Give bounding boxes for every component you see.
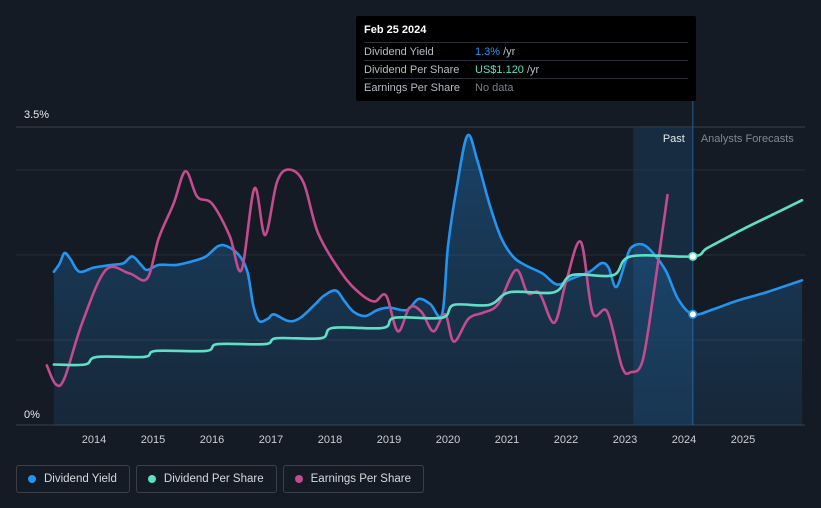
tooltip-unit: /yr bbox=[503, 45, 516, 58]
data-tooltip: Feb 25 2024 Dividend Yield 1.3%/yr Divid… bbox=[356, 16, 696, 101]
series-layer bbox=[45, 133, 804, 426]
legend-label: Earnings Per Share bbox=[310, 473, 411, 485]
legend-label: Dividend Yield bbox=[44, 473, 117, 485]
legend-item-dividend-yield[interactable]: Dividend Yield bbox=[16, 465, 130, 493]
forecast-region-label: Analysts Forecasts bbox=[701, 133, 794, 145]
chart-legend: Dividend Yield Dividend Per Share Earnin… bbox=[16, 465, 424, 493]
tooltip-row-dividend-per-share: Dividend Per Share US$1.120/yr bbox=[364, 60, 688, 78]
x-tick-label: 2020 bbox=[436, 434, 460, 446]
tooltip-unit: /yr bbox=[526, 63, 540, 76]
today-marker-dividend-per-share bbox=[688, 251, 698, 262]
x-tick-label: 2021 bbox=[495, 434, 519, 446]
x-tick-label: 2015 bbox=[141, 434, 165, 446]
y-tick-label-top: 3.5% bbox=[24, 109, 49, 121]
tooltip-row-dividend-yield: Dividend Yield 1.3%/yr bbox=[364, 42, 688, 60]
x-tick-label: 2019 bbox=[377, 434, 401, 446]
legend-item-earnings-per-share[interactable]: Earnings Per Share bbox=[282, 465, 424, 493]
past-region-label: Past bbox=[663, 133, 685, 145]
x-tick-label: 2024 bbox=[672, 434, 696, 446]
tooltip-row-earnings-per-share: Earnings Per Share No data bbox=[364, 78, 688, 96]
dividend-per-share-dot-icon bbox=[147, 475, 156, 483]
tooltip-label: Dividend Yield bbox=[364, 45, 434, 58]
tooltip-label: Earnings Per Share bbox=[364, 81, 460, 94]
tooltip-value: No data bbox=[475, 81, 514, 94]
tooltip-label: Dividend Per Share bbox=[364, 63, 460, 76]
x-tick-label: 2022 bbox=[554, 434, 578, 446]
tooltip-value: 1.3% bbox=[475, 45, 501, 58]
x-tick-label: 2014 bbox=[82, 434, 106, 446]
x-tick-label: 2016 bbox=[200, 434, 224, 446]
earnings-per-share-dot-icon bbox=[294, 475, 303, 483]
y-tick-label-bottom: 0% bbox=[24, 409, 40, 421]
x-axis-ticks: 2014 2015 2016 2017 2018 2019 2020 2021 2022 2023… bbox=[82, 434, 755, 446]
x-tick-label: 2018 bbox=[318, 434, 342, 446]
x-tick-label: 2017 bbox=[259, 434, 283, 446]
tooltip-date: Feb 25 2024 bbox=[364, 24, 427, 36]
legend-label: Dividend Per Share bbox=[163, 473, 264, 485]
x-tick-label: 2025 bbox=[731, 434, 755, 446]
x-tick-label: 2023 bbox=[613, 434, 637, 446]
today-marker-dividend-yield bbox=[688, 309, 698, 319]
dividend-yield-dot-icon bbox=[28, 475, 36, 483]
tooltip-value: US$1.120 bbox=[475, 63, 524, 76]
legend-item-dividend-per-share[interactable]: Dividend Per Share bbox=[135, 465, 277, 493]
series-line-earnings-per-share bbox=[45, 168, 669, 388]
series-area-dividend-yield bbox=[53, 134, 802, 426]
